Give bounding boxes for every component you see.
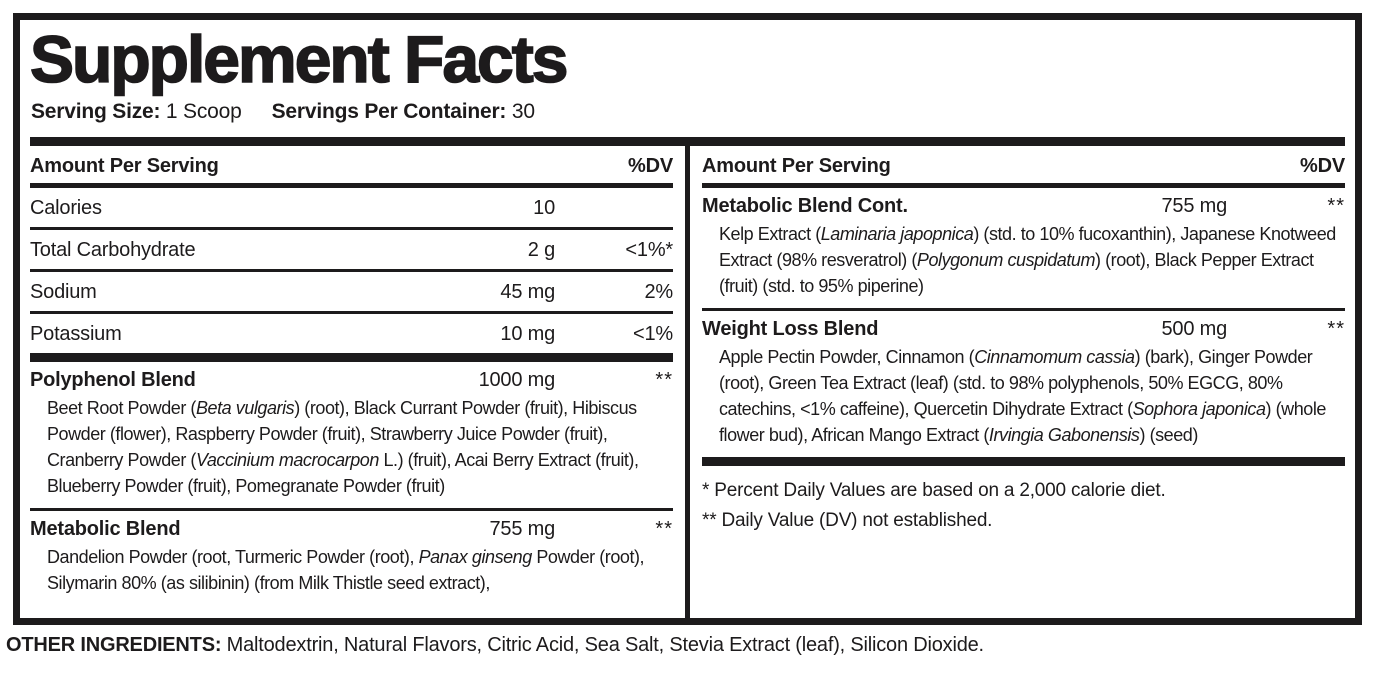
nutrient-dv: <1%* (625, 239, 673, 262)
nutrient-dv: 2% (644, 281, 673, 304)
blend-ingredients: Beet Root Powder (Beta vulgaris) (root),… (47, 398, 639, 497)
blend-metabolic: Metabolic Blend 755 mg ** Dandelion Powd… (30, 511, 673, 605)
dv-heading: %DV (1300, 155, 1345, 178)
footnote-daily-values: * Percent Daily Values are based on a 2,… (702, 480, 1166, 502)
nutrient-amount: 10 (533, 197, 555, 220)
servings-per-container-label: Servings Per Container: (271, 100, 507, 124)
blend-dv: ** (655, 518, 673, 541)
nutrient-amount: 2 g (527, 239, 555, 262)
blend-header: Metabolic Blend 755 mg ** (30, 518, 673, 541)
amount-per-serving-heading: Amount Per Serving (702, 155, 891, 178)
blend-ingredients: Dandelion Powder (root, Turmeric Powder … (47, 547, 645, 594)
nutrient-row-sodium: Sodium 45 mg 2% (30, 272, 673, 315)
amount-per-serving-heading: Amount Per Serving (30, 155, 219, 178)
blend-polyphenol: Polyphenol Blend 1000 mg ** Beet Root Po… (30, 362, 673, 512)
blend-amount: 1000 mg (478, 369, 556, 392)
blend-dv: ** (1327, 318, 1345, 341)
nutrient-amount: 45 mg (500, 281, 555, 304)
other-ingredients-text: Maltodextrin, Natural Flavors, Citric Ac… (221, 634, 984, 656)
facts-table: Amount Per Serving %DV Calories 10 Total… (30, 137, 1345, 618)
nutrient-amount: 10 mg (500, 323, 555, 346)
nutrient-name: Potassium (30, 323, 122, 346)
blend-amount: 755 mg (1161, 195, 1227, 218)
serving-size-value: 1 Scoop (160, 100, 242, 124)
panel-title: Supplement Facts (29, 22, 569, 96)
serving-size-label: Serving Size: (31, 100, 161, 124)
serving-info: Serving Size: 1 Scoop Servings Per Contai… (31, 100, 1345, 124)
nutrient-name: Total Carbohydrate (30, 239, 196, 262)
blend-metabolic-cont: Metabolic Blend Cont. 755 mg ** Kelp Ext… (702, 188, 1345, 312)
facts-column-left: Amount Per Serving %DV Calories 10 Total… (30, 146, 685, 618)
nutrient-dv: <1% (633, 323, 673, 346)
dv-heading: %DV (628, 155, 673, 178)
blend-ingredients: Kelp Extract (Laminaria japopnica) (std.… (719, 224, 1336, 297)
supplement-facts-panel: Supplement Facts Serving Size: 1 Scoop Se… (13, 13, 1362, 625)
servings-per-container-value: 30 (506, 100, 535, 124)
blend-amount: 755 mg (489, 518, 555, 541)
nutrient-name: Sodium (30, 281, 97, 304)
other-ingredients-line: OTHER INGREDIENTS: Maltodextrin, Natural… (6, 634, 984, 657)
footnotes: * Percent Daily Values are based on a 2,… (702, 466, 1345, 536)
blend-dv: ** (655, 369, 673, 392)
nutrient-row-calories: Calories 10 (30, 188, 673, 231)
blend-ingredients: Apple Pectin Powder, Cinnamon (Cinnamomu… (719, 347, 1326, 446)
facts-column-right: Amount Per Serving %DV Metabolic Blend C… (690, 146, 1345, 618)
nutrient-row-potassium: Potassium 10 mg <1% (30, 314, 673, 363)
column-divider (685, 146, 690, 618)
blend-dv: ** (1327, 195, 1345, 218)
blend-name: Metabolic Blend (30, 518, 181, 541)
blend-weight-loss: Weight Loss Blend 500 mg ** Apple Pectin… (702, 311, 1345, 467)
blend-header: Weight Loss Blend 500 mg ** (702, 318, 1345, 341)
column-header-left: Amount Per Serving %DV (30, 146, 673, 189)
blend-name: Weight Loss Blend (702, 318, 879, 341)
blend-header: Polyphenol Blend 1000 mg ** (30, 369, 673, 392)
nutrient-name: Calories (30, 197, 102, 220)
blend-name: Metabolic Blend Cont. (702, 195, 908, 218)
blend-amount: 500 mg (1161, 318, 1227, 341)
footnote-dv-not-established: ** Daily Value (DV) not established. (702, 510, 993, 532)
blend-header: Metabolic Blend Cont. 755 mg ** (702, 195, 1345, 218)
column-header-right: Amount Per Serving %DV (702, 146, 1345, 189)
nutrient-row-total-carbohydrate: Total Carbohydrate 2 g <1%* (30, 230, 673, 273)
other-ingredients-label: OTHER INGREDIENTS: (6, 634, 222, 656)
blend-name: Polyphenol Blend (30, 369, 196, 392)
